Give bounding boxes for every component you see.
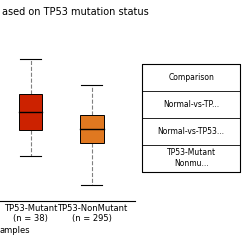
Text: Comparison: Comparison	[168, 73, 214, 82]
Text: Normal-vs-TP53...: Normal-vs-TP53...	[158, 127, 225, 135]
Text: ased on TP53 mutation status: ased on TP53 mutation status	[2, 7, 149, 17]
Bar	[19, 94, 42, 130]
Text: Normal-vs-TP...: Normal-vs-TP...	[163, 100, 219, 109]
Text: TP53-Mutant
Nonmu...: TP53-Mutant Nonmu...	[167, 148, 216, 168]
Text: amples: amples	[0, 226, 31, 235]
Bar	[80, 115, 103, 143]
